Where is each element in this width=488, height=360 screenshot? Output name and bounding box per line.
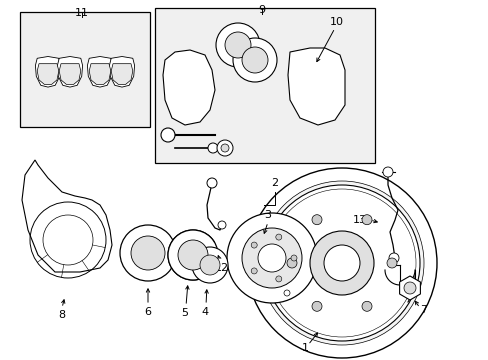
Text: 13: 13: [352, 215, 366, 225]
Text: 3: 3: [264, 210, 271, 220]
Polygon shape: [35, 57, 61, 87]
Circle shape: [232, 38, 276, 82]
Circle shape: [284, 290, 289, 296]
Circle shape: [251, 242, 257, 248]
Circle shape: [260, 181, 423, 345]
Circle shape: [226, 213, 316, 303]
Circle shape: [218, 221, 225, 229]
Circle shape: [216, 23, 260, 67]
Circle shape: [200, 255, 220, 275]
Polygon shape: [37, 64, 59, 84]
Text: 4: 4: [201, 307, 208, 317]
Circle shape: [242, 47, 267, 73]
Circle shape: [178, 240, 207, 270]
Text: 6: 6: [144, 307, 151, 317]
Circle shape: [264, 185, 419, 341]
Circle shape: [311, 301, 321, 311]
Text: 1: 1: [301, 343, 308, 353]
Polygon shape: [22, 160, 112, 272]
Text: 8: 8: [59, 310, 65, 320]
Circle shape: [120, 225, 176, 281]
Circle shape: [361, 215, 371, 225]
Text: 2: 2: [271, 178, 278, 188]
Circle shape: [217, 140, 232, 156]
Polygon shape: [109, 57, 134, 87]
Circle shape: [382, 167, 392, 177]
Text: 5: 5: [181, 308, 188, 318]
Circle shape: [206, 178, 217, 188]
Circle shape: [224, 32, 250, 58]
Text: 10: 10: [329, 17, 343, 27]
Circle shape: [221, 144, 228, 152]
Polygon shape: [163, 50, 215, 125]
Circle shape: [275, 276, 281, 282]
Circle shape: [275, 234, 281, 240]
Circle shape: [161, 128, 175, 142]
Circle shape: [242, 228, 302, 288]
Text: 9: 9: [258, 5, 265, 15]
Circle shape: [267, 189, 415, 337]
Text: 12: 12: [215, 263, 228, 273]
Circle shape: [207, 143, 218, 153]
Circle shape: [403, 282, 415, 294]
Polygon shape: [59, 64, 81, 84]
Bar: [155, 8, 374, 163]
Circle shape: [286, 258, 296, 268]
Circle shape: [192, 247, 227, 283]
Circle shape: [324, 245, 359, 281]
Circle shape: [309, 231, 373, 295]
Polygon shape: [57, 57, 82, 87]
Bar: [20, 12, 150, 127]
Circle shape: [388, 253, 398, 263]
Circle shape: [131, 236, 164, 270]
Polygon shape: [399, 276, 420, 300]
Polygon shape: [111, 64, 133, 84]
Circle shape: [168, 230, 218, 280]
Circle shape: [386, 258, 396, 268]
Text: 7: 7: [419, 305, 426, 315]
Polygon shape: [287, 48, 345, 125]
Circle shape: [251, 268, 257, 274]
Text: 11: 11: [75, 8, 89, 18]
Circle shape: [258, 244, 285, 272]
Circle shape: [311, 215, 321, 225]
Polygon shape: [89, 64, 111, 84]
Circle shape: [290, 255, 296, 261]
Polygon shape: [87, 57, 112, 87]
Circle shape: [361, 301, 371, 311]
Circle shape: [246, 168, 436, 358]
